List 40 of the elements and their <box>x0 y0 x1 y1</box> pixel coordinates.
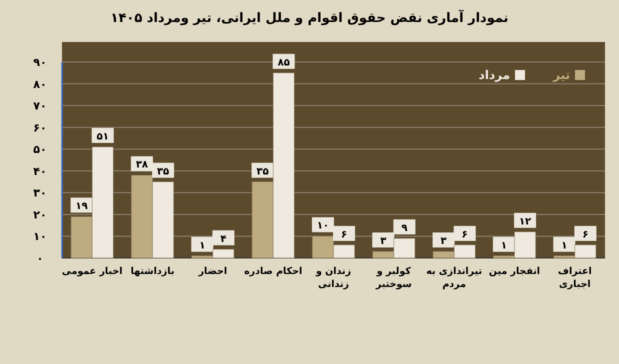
y-tick-label: ۶۰ <box>33 121 47 134</box>
x-tick-label: احضار <box>198 266 228 277</box>
x-tick-label: زندان و زندانی <box>314 266 352 290</box>
y-tick-label: ۹۰ <box>33 56 47 69</box>
data-label: ۶ <box>341 229 348 240</box>
x-tick-label: کولبر و سوختبر <box>374 266 412 290</box>
x-tick-label: احکام صادره <box>244 266 302 277</box>
x-tick-label: بازداشتها <box>130 266 174 277</box>
data-label: ۱۹ <box>76 201 88 212</box>
y-tick-label: ۲۰ <box>33 208 47 222</box>
y-tick-label: ۵۰ <box>33 143 47 156</box>
data-label: ۵۱ <box>96 131 109 142</box>
x-tick-label: انفجار مین <box>488 266 540 277</box>
data-label: ۹ <box>401 222 408 234</box>
y-tick-label: ۷۰ <box>33 100 47 113</box>
y-tick-label: ۰ <box>36 252 44 265</box>
data-label: ۱ <box>199 240 206 252</box>
data-label: ۴ <box>220 234 226 245</box>
x-tick-label: تیراندازی به مردم <box>426 266 482 290</box>
legend-label: مرداد <box>478 68 510 82</box>
data-label: ۳۸ <box>136 160 148 171</box>
x-tick-label: اخبار عمومی <box>62 266 122 277</box>
y-tick-label: ۳۰ <box>33 186 47 200</box>
data-label: ۸۵ <box>278 57 290 68</box>
y-tick-label: ۸۰ <box>33 78 47 91</box>
data-label: ۳۵ <box>156 166 170 178</box>
data-label: ۳ <box>440 236 447 247</box>
legend-label: تیر <box>552 68 570 82</box>
chart-title: نمودار آماری نقض حقوق اقوام و ملل ایرانی، تیر ومرداد ۱۴۰۵ <box>110 9 508 26</box>
data-label: ۱ <box>500 240 507 252</box>
data-label: ۱۰ <box>316 220 330 232</box>
y-tick-label: ۱۰ <box>33 230 47 244</box>
data-label: ۱۲ <box>518 216 532 228</box>
data-label: ۱ <box>561 240 568 252</box>
data-label: ۶ <box>582 229 588 240</box>
data-label: ۳ <box>380 236 386 247</box>
data-label: ۶ <box>462 229 468 240</box>
data-label: ۳۵ <box>256 166 269 178</box>
y-tick-label: ۴۰ <box>33 164 47 178</box>
x-tick-label: اعتراف اجباری <box>558 266 592 290</box>
